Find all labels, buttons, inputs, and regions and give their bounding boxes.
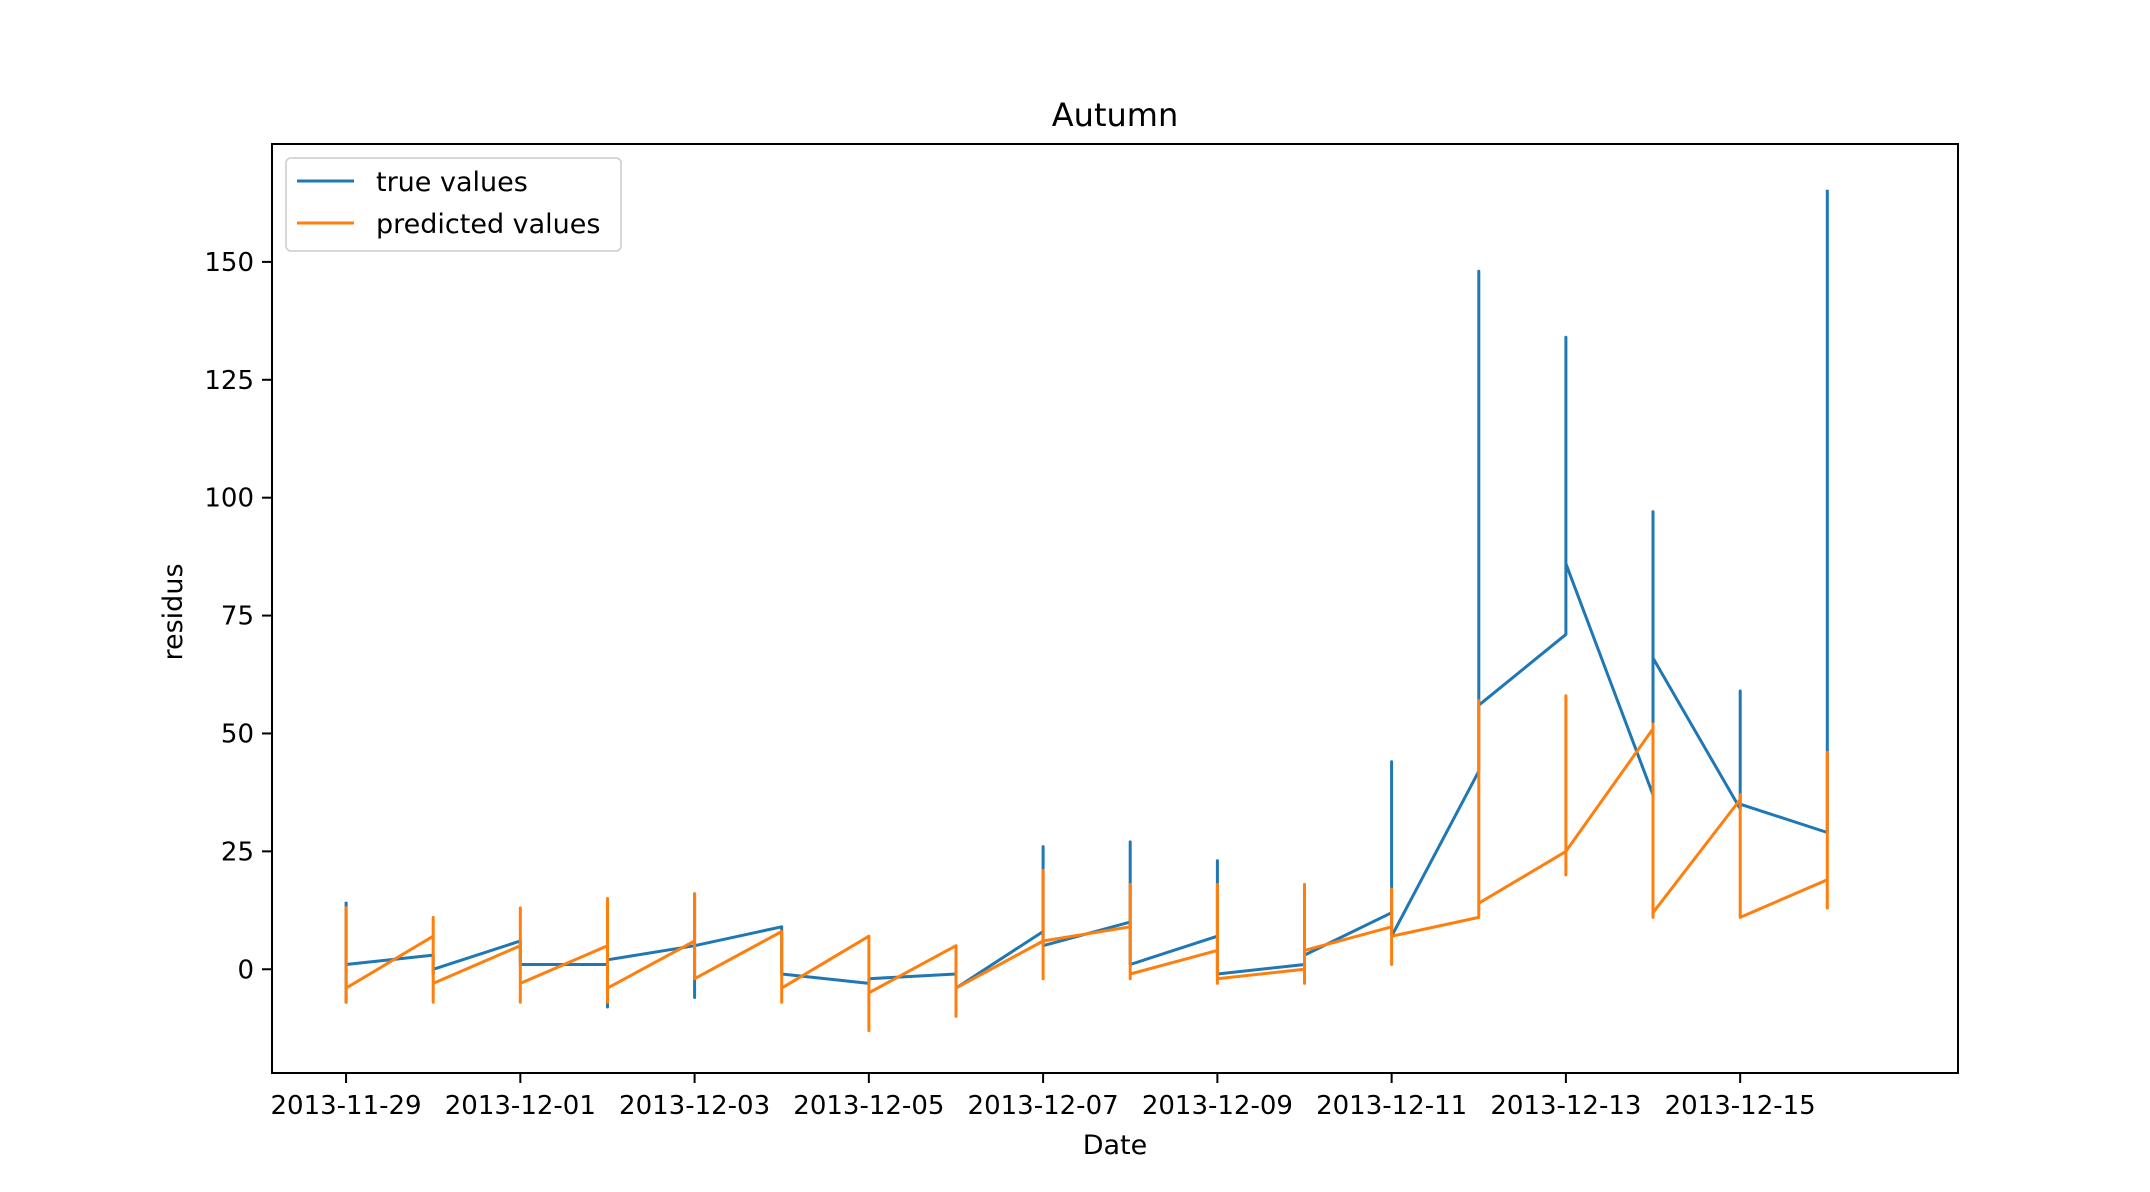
chart-title: Autumn — [1052, 96, 1178, 134]
x-axis-ticks: 2013-11-29 2013-12-01 2013-12-03 2013-12-05… — [271, 1073, 1816, 1121]
legend-label-predicted-values: predicted values — [376, 209, 600, 240]
legend-label-true-values: true values — [376, 167, 528, 198]
y-tick-label: 50 — [221, 719, 254, 749]
y-tick-label: 150 — [204, 248, 254, 278]
y-tick-label: 100 — [204, 484, 254, 514]
x-tick-label: 2013-12-01 — [445, 1091, 596, 1121]
x-axis-label: Date — [1083, 1130, 1148, 1161]
x-tick-label: 2013-11-29 — [271, 1091, 422, 1121]
plot-area: 2013-11-29 2013-12-01 2013-12-03 2013-12-05… — [204, 143, 1959, 1121]
y-axis-ticks: 0 25 50 75 100 125 150 — [204, 248, 272, 985]
x-tick-label: 2013-12-15 — [1665, 1091, 1816, 1121]
y-axis-label: residus — [158, 563, 189, 660]
series-line-predicted-values — [344, 694, 1829, 1033]
series-layer — [344, 189, 1829, 1033]
legend-box — [285, 157, 622, 252]
x-tick-label: 2013-12-09 — [1142, 1091, 1293, 1121]
y-tick-label: 25 — [221, 837, 254, 867]
x-tick-label: 2013-12-13 — [1490, 1091, 1641, 1121]
x-tick-label: 2013-12-03 — [619, 1091, 770, 1121]
x-tick-label: 2013-12-11 — [1316, 1091, 1467, 1121]
y-tick-label: 125 — [204, 366, 254, 396]
y-tick-label: 0 — [237, 955, 254, 985]
x-tick-label: 2013-12-07 — [968, 1091, 1119, 1121]
legend: true values predicted values — [285, 157, 622, 252]
y-tick-label: 75 — [221, 602, 254, 632]
x-tick-label: 2013-12-05 — [793, 1091, 944, 1121]
plot-frame — [271, 143, 1959, 1074]
